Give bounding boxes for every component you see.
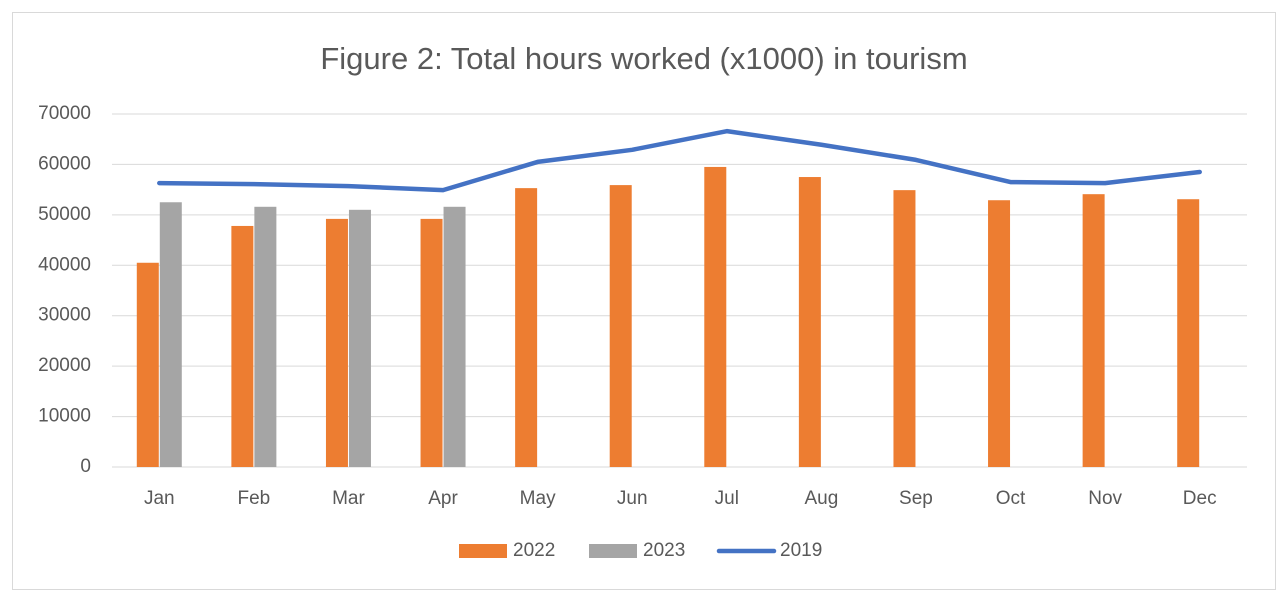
bar [893,190,916,467]
x-tick-label: Aug [804,488,838,509]
bar [609,185,632,467]
bar [159,202,182,467]
bar [704,166,727,467]
y-tick-label: 50000 [38,204,91,225]
y-tick-label: 10000 [38,406,91,427]
x-tick-label: Jul [715,488,739,509]
bar [515,188,538,467]
x-tick-label: May [520,488,556,509]
legend-label: 2019 [780,540,822,561]
bar [348,209,371,468]
x-tick-label: Nov [1088,488,1122,509]
y-tick-label: 70000 [38,103,91,124]
bar [798,177,821,468]
chart-border [12,12,1276,590]
x-tick-label: Feb [238,488,271,509]
bar [420,218,443,467]
bar [1082,194,1105,467]
x-tick-label: Jan [144,488,175,509]
bar [325,218,348,467]
chart-title: Figure 2: Total hours worked (x1000) in … [320,41,967,76]
y-tick-label: 40000 [38,254,91,275]
x-tick-label: Jun [617,488,648,509]
legend-label: 2022 [513,540,555,561]
bar [1177,199,1200,467]
y-tick-label: 0 [80,456,91,477]
bar [231,225,254,467]
y-tick-label: 60000 [38,153,91,174]
y-tick-label: 30000 [38,305,91,326]
bar [254,206,277,467]
y-tick-label: 20000 [38,355,91,376]
legend-label: 2023 [643,540,685,561]
x-tick-label: Dec [1183,488,1217,509]
x-tick-label: Apr [428,488,458,509]
x-tick-label: Oct [996,488,1026,509]
bar [443,206,466,467]
bar [136,262,159,467]
legend-swatch [459,544,507,558]
x-tick-label: Mar [332,488,365,509]
legend-swatch [589,544,637,558]
line [157,128,1202,193]
x-tick-label: Sep [899,488,933,509]
bar [988,200,1011,468]
